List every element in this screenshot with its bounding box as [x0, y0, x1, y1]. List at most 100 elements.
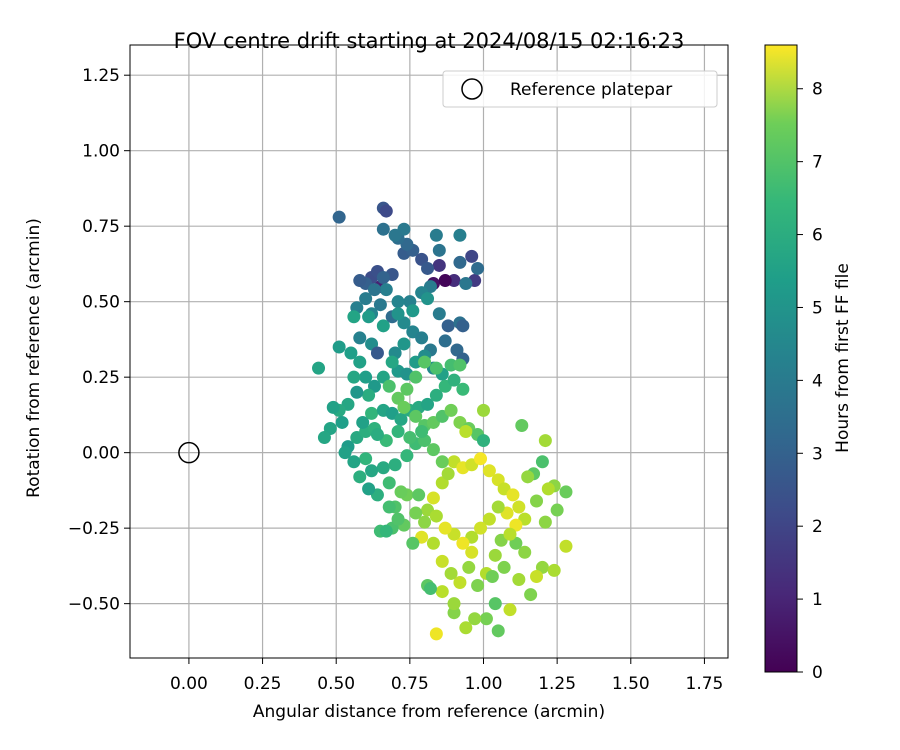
data-point — [474, 521, 488, 535]
plot-frame — [129, 44, 729, 659]
data-point — [429, 388, 443, 402]
data-point — [429, 509, 443, 523]
data-point — [435, 455, 449, 469]
data-point — [397, 337, 411, 351]
reference-marker-group — [178, 441, 200, 464]
legend-label: Reference platepar — [510, 80, 672, 100]
data-point — [441, 467, 455, 481]
data-point — [503, 603, 517, 617]
data-point — [524, 588, 538, 602]
data-point — [456, 382, 470, 396]
data-point — [491, 500, 505, 514]
data-point — [471, 261, 485, 275]
legend-box — [442, 70, 718, 108]
data-point — [376, 271, 390, 285]
data-point — [541, 482, 555, 496]
colorbar-tick-label: 1 — [812, 590, 823, 610]
data-point — [353, 331, 367, 345]
data-point — [547, 563, 561, 577]
data-point — [512, 500, 526, 514]
data-point — [376, 222, 390, 236]
data-point — [362, 388, 376, 402]
data-point — [362, 482, 376, 496]
data-point — [447, 597, 461, 611]
legend-marker-icon — [461, 78, 483, 100]
data-point — [382, 379, 396, 393]
data-point — [512, 572, 526, 586]
data-point — [356, 415, 370, 429]
data-points — [312, 201, 573, 641]
data-point — [376, 461, 390, 475]
y-tick-label: 1.00 — [82, 142, 120, 162]
data-point — [379, 204, 393, 218]
data-point — [370, 346, 384, 360]
data-point — [335, 415, 349, 429]
data-point — [429, 627, 443, 641]
data-point — [453, 358, 467, 372]
data-point — [353, 274, 367, 288]
data-point — [365, 406, 379, 420]
data-point — [347, 310, 361, 324]
colorbar-label: Hours from first FF file — [833, 263, 853, 453]
data-point — [338, 446, 352, 460]
reference-platepar-marker — [178, 441, 200, 464]
data-point — [359, 292, 373, 306]
colorbar-tick-label: 7 — [812, 153, 823, 173]
data-point — [479, 612, 493, 626]
data-point — [471, 579, 485, 593]
data-point — [359, 452, 373, 466]
colorbar-tick-label: 4 — [812, 371, 823, 391]
colorbar-tick-label: 6 — [812, 226, 823, 246]
data-point — [474, 452, 488, 466]
x-axis-label: Angular distance from reference (arcmin) — [253, 702, 605, 722]
data-point — [438, 521, 452, 535]
data-point — [391, 295, 405, 309]
data-point — [485, 569, 499, 583]
y-tick-label: 1.25 — [82, 66, 120, 86]
data-point — [406, 536, 420, 550]
data-point — [353, 470, 367, 484]
data-point — [421, 397, 435, 411]
y-tick-label: 0.50 — [82, 293, 120, 313]
data-point — [391, 307, 405, 321]
y-tick-label: 0.75 — [82, 217, 120, 237]
x-tick-label: 0.75 — [391, 674, 429, 694]
data-point — [353, 355, 367, 369]
data-point — [530, 569, 544, 583]
data-point — [373, 298, 387, 312]
data-point — [350, 385, 364, 399]
data-point — [379, 524, 393, 538]
data-point — [456, 319, 470, 333]
data-point — [409, 409, 423, 423]
data-point — [453, 228, 467, 242]
data-point — [538, 434, 552, 448]
data-point — [409, 506, 423, 520]
data-point — [388, 228, 402, 242]
colorbar-ticks: 0 1 2 3 4 5 6 7 8 — [797, 80, 823, 683]
data-point — [550, 503, 564, 517]
data-point — [426, 536, 440, 550]
x-tick-label: 1.25 — [538, 674, 576, 694]
data-point — [365, 464, 379, 478]
data-point — [459, 425, 473, 439]
data-point — [482, 512, 496, 526]
data-point — [403, 431, 417, 445]
data-point — [438, 334, 452, 348]
data-point — [488, 597, 502, 611]
data-point — [462, 560, 476, 574]
data-point — [465, 545, 479, 559]
data-point — [530, 494, 544, 508]
data-point — [559, 539, 573, 553]
x-tick-label: 1.00 — [465, 674, 503, 694]
colorbar-gradient — [764, 44, 798, 673]
data-point — [391, 425, 405, 439]
colorbar: 0 1 2 3 4 5 6 7 8 Hours from first FF file — [764, 44, 853, 683]
data-point — [359, 370, 373, 384]
data-point — [465, 249, 479, 263]
data-point — [429, 228, 443, 242]
data-point — [444, 566, 458, 580]
data-point — [391, 512, 405, 526]
data-point — [435, 554, 449, 568]
data-point — [332, 210, 346, 224]
data-point — [376, 319, 390, 333]
